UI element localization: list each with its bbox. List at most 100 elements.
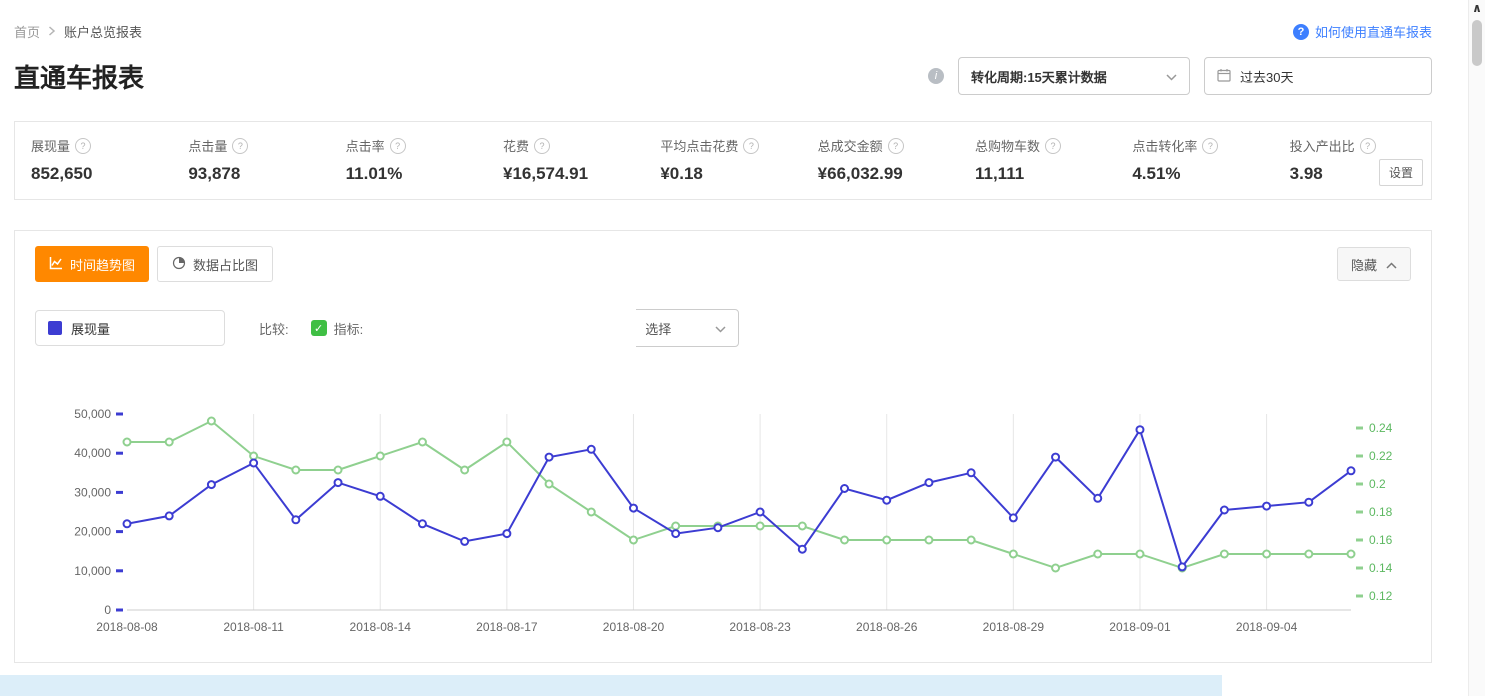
stat-impressions: 展现量? 852,650 — [15, 136, 172, 184]
chevron-right-icon — [48, 24, 56, 39]
line-chart-icon — [49, 256, 63, 273]
stat-clicks: 点击量? 93,878 — [172, 136, 329, 184]
stat-label: 展现量 — [31, 139, 71, 154]
svg-text:0: 0 — [104, 603, 111, 617]
page-title: 直通车报表 — [14, 62, 145, 93]
stat-gmv: 总成交金额? ¥66,032.99 — [802, 136, 959, 184]
svg-text:30,000: 30,000 — [74, 485, 111, 499]
breadcrumb-home-link[interactable]: 首页 — [14, 25, 41, 40]
question-circle-icon: ? — [1292, 23, 1309, 40]
breadcrumb: 首页 账户总览报表 — [14, 22, 142, 41]
svg-text:2018-08-17: 2018-08-17 — [476, 620, 538, 634]
filter-controls: i 转化周期:15天累计数据 过去30天 — [928, 57, 1432, 95]
metric-checkbox[interactable]: ✓ 指标: — [310, 319, 364, 338]
conversion-period-value: 转化周期:15天累计数据 — [971, 69, 1107, 85]
breadcrumb-current: 账户总览报表 — [64, 25, 143, 40]
svg-text:2018-08-11: 2018-08-11 — [223, 620, 284, 634]
svg-text:0.22: 0.22 — [1369, 449, 1393, 463]
svg-text:0.16: 0.16 — [1369, 533, 1393, 547]
chevron-down-icon — [715, 321, 726, 336]
chart-panel: 时间趋势图 数据占比图 隐藏 展现量 比较: ✓ 指标: 选择 — [14, 230, 1432, 663]
tab-label: 时间趋势图 — [70, 257, 136, 273]
stat-label: 点击率 — [345, 139, 385, 154]
help-circle-icon[interactable]: ? — [534, 137, 550, 154]
stat-value: 11,111 — [974, 164, 1025, 183]
top-bar: 首页 账户总览报表 ? 如何使用直通车报表 — [0, 0, 1485, 41]
stat-value: ¥0.18 — [660, 164, 703, 183]
stat-label: 点击量 — [188, 139, 228, 154]
help-circle-icon[interactable]: ? — [389, 137, 406, 154]
checkbox-checked-icon: ✓ — [310, 320, 327, 336]
stat-value: 3.98 — [1289, 164, 1323, 183]
legend-impressions[interactable]: 展现量 — [35, 310, 225, 346]
info-icon[interactable]: i — [928, 68, 944, 84]
tab-time-trend[interactable]: 时间趋势图 — [35, 246, 150, 282]
help-circle-icon[interactable]: ? — [1202, 137, 1219, 154]
next-section-strip — [0, 675, 1222, 696]
stat-carts: 总购物车数? 11,111 — [959, 136, 1116, 184]
svg-text:2018-09-04: 2018-09-04 — [1236, 620, 1298, 634]
white-overlay — [386, 253, 636, 383]
scroll-up-arrow-icon[interactable]: ∧ — [1472, 1, 1482, 15]
stat-label: 投入产出比 — [1289, 139, 1355, 154]
compare-label: 比较: — [259, 321, 289, 337]
help-circle-icon[interactable]: ? — [1359, 137, 1376, 154]
pie-chart-icon — [172, 256, 186, 273]
stat-value: 852,650 — [31, 164, 93, 183]
stat-spend: 花费? ¥16,574.91 — [487, 136, 644, 184]
help-circle-icon[interactable]: ? — [232, 137, 249, 154]
svg-text:0.14: 0.14 — [1369, 561, 1393, 575]
chevron-down-icon — [1166, 69, 1177, 84]
stats-bar: 展现量? 852,650 点击量? 93,878 点击率? 11.01% 花费?… — [14, 121, 1432, 200]
svg-text:2018-08-23: 2018-08-23 — [729, 620, 791, 634]
stat-label: 花费 — [502, 139, 529, 154]
tab-data-proportion[interactable]: 数据占比图 — [157, 246, 274, 282]
date-range-picker[interactable]: 过去30天 — [1204, 57, 1432, 95]
calendar-icon — [1217, 68, 1231, 85]
chart-panel-header: 时间趋势图 数据占比图 隐藏 — [35, 246, 1411, 282]
stat-value: 4.51% — [1132, 164, 1181, 183]
tab-label: 数据占比图 — [193, 257, 259, 273]
stat-value: ¥66,032.99 — [817, 164, 903, 183]
date-range-value: 过去30天 — [1240, 69, 1294, 85]
help-link[interactable]: ? 如何使用直通车报表 — [1292, 22, 1432, 41]
scrollbar[interactable]: ∧ — [1468, 0, 1485, 696]
stat-value: 11.01% — [345, 164, 403, 183]
svg-text:0.12: 0.12 — [1369, 589, 1393, 603]
svg-text:0.24: 0.24 — [1369, 421, 1393, 435]
stat-avg-cpc: 平均点击花费? ¥0.18 — [644, 136, 801, 184]
help-circle-icon[interactable]: ? — [743, 137, 760, 154]
svg-text:0.18: 0.18 — [1369, 505, 1393, 519]
indicator-label: 指标: — [333, 321, 364, 337]
svg-text:0.2: 0.2 — [1369, 477, 1386, 491]
svg-text:20,000: 20,000 — [74, 525, 111, 539]
blue-square-legend-icon — [48, 321, 62, 335]
help-circle-icon[interactable]: ? — [75, 137, 92, 154]
stat-label: 点击转化率 — [1132, 139, 1198, 154]
svg-text:2018-08-20: 2018-08-20 — [603, 620, 665, 634]
trend-chart-canvas[interactable]: 0 10,000 20,000 30,000 40,000 50,000 0.12 0.14 0… — [35, 370, 1411, 642]
stat-ctr: 点击率? 11.01% — [330, 136, 487, 184]
metric-select-value: 选择 — [645, 321, 672, 337]
help-circle-icon[interactable]: ? — [1045, 137, 1061, 154]
svg-text:50,000: 50,000 — [74, 407, 111, 421]
svg-text:2018-08-08: 2018-08-08 — [96, 620, 158, 634]
svg-text:2018-08-14: 2018-08-14 — [350, 620, 412, 634]
conversion-period-select[interactable]: 转化周期:15天累计数据 — [958, 57, 1190, 95]
svg-text:10,000: 10,000 — [74, 564, 111, 578]
stat-value: ¥16,574.91 — [502, 164, 589, 183]
legend-metric-label: 展现量 — [71, 321, 111, 337]
svg-text:2018-09-01: 2018-09-01 — [1109, 620, 1171, 634]
collapse-label: 隐藏 — [1350, 257, 1377, 273]
stat-value: 93,878 — [188, 164, 241, 183]
legend-row: 展现量 比较: ✓ 指标: 选择 — [35, 309, 1411, 347]
chevron-up-icon — [1386, 257, 1397, 272]
stat-conversion-rate: 点击转化率? 4.51% — [1116, 136, 1273, 184]
svg-text:2018-08-26: 2018-08-26 — [856, 620, 918, 634]
scrollbar-thumb[interactable] — [1472, 20, 1482, 66]
settings-button[interactable]: 设置 — [1378, 159, 1423, 186]
help-circle-icon[interactable]: ? — [887, 137, 904, 154]
help-link-label: 如何使用直通车报表 — [1314, 25, 1432, 40]
stat-label: 总成交金额 — [817, 139, 883, 154]
collapse-button[interactable]: 隐藏 — [1336, 247, 1411, 281]
